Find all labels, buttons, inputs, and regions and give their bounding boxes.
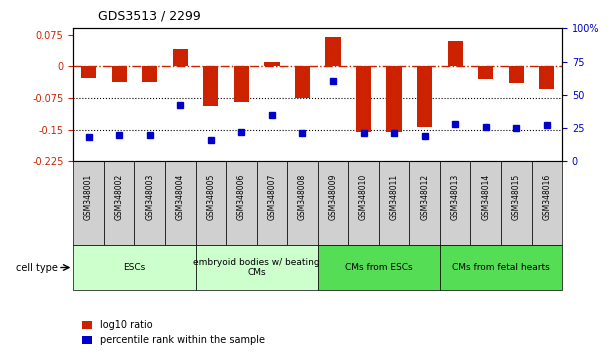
Text: GDS3513 / 2299: GDS3513 / 2299 [98,10,200,23]
Bar [203,66,219,106]
FancyBboxPatch shape [73,245,196,290]
Bar [173,50,188,66]
FancyBboxPatch shape [470,161,501,245]
FancyBboxPatch shape [440,245,562,290]
FancyBboxPatch shape [348,161,379,245]
Text: GSM348007: GSM348007 [268,174,276,220]
Text: CMs from fetal hearts: CMs from fetal hearts [452,263,550,272]
Bar [356,66,371,132]
Text: GSM348006: GSM348006 [237,174,246,220]
Bar [447,41,463,66]
Text: GSM348003: GSM348003 [145,174,154,220]
Text: GSM348010: GSM348010 [359,174,368,220]
Bar [264,62,279,66]
FancyBboxPatch shape [532,161,562,245]
FancyBboxPatch shape [196,161,226,245]
Text: GSM348012: GSM348012 [420,174,429,220]
Legend: log10 ratio, percentile rank within the sample: log10 ratio, percentile rank within the … [78,316,268,349]
Text: GSM348013: GSM348013 [451,174,459,220]
Bar [81,66,97,78]
Text: GSM348011: GSM348011 [390,174,398,220]
Text: GSM348005: GSM348005 [207,174,215,220]
Text: GSM348014: GSM348014 [481,174,490,220]
Text: GSM348015: GSM348015 [512,174,521,220]
Text: CMs from ESCs: CMs from ESCs [345,263,412,272]
FancyBboxPatch shape [104,161,134,245]
FancyBboxPatch shape [73,161,104,245]
Text: GSM348001: GSM348001 [84,174,93,220]
FancyBboxPatch shape [318,161,348,245]
Bar [417,66,433,127]
Text: embryoid bodies w/ beating
CMs: embryoid bodies w/ beating CMs [193,258,320,277]
FancyBboxPatch shape [379,161,409,245]
Text: GSM348016: GSM348016 [543,174,551,220]
Bar [295,66,310,98]
FancyBboxPatch shape [409,161,440,245]
Text: cell type: cell type [16,263,58,273]
FancyBboxPatch shape [440,161,470,245]
Bar [111,66,127,82]
Text: GSM348008: GSM348008 [298,174,307,220]
Bar [386,66,402,132]
FancyBboxPatch shape [287,161,318,245]
Bar [540,66,555,90]
FancyBboxPatch shape [134,161,165,245]
Bar [326,37,341,66]
FancyBboxPatch shape [501,161,532,245]
FancyBboxPatch shape [196,245,318,290]
FancyBboxPatch shape [257,161,287,245]
Text: GSM348009: GSM348009 [329,174,337,220]
Bar [478,66,493,79]
Text: GSM348002: GSM348002 [115,174,123,220]
Text: GSM348004: GSM348004 [176,174,185,220]
Bar [234,66,249,102]
Bar [142,66,158,82]
Bar [509,66,524,83]
Text: ESCs: ESCs [123,263,145,272]
FancyBboxPatch shape [165,161,196,245]
FancyBboxPatch shape [318,245,440,290]
FancyBboxPatch shape [226,161,257,245]
